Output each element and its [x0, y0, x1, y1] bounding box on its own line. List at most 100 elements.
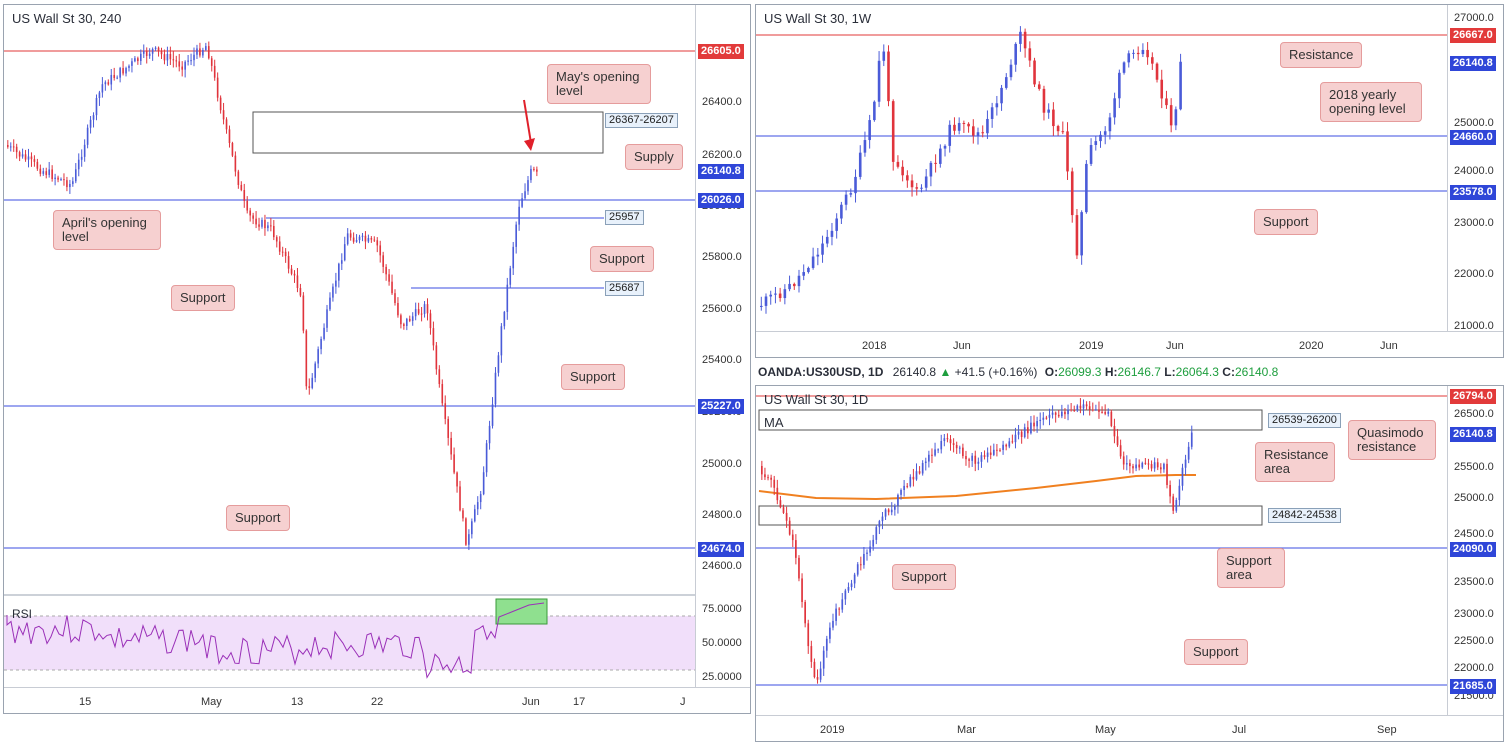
candle-1d [937, 449, 939, 451]
candle-4h [119, 68, 121, 78]
price-axis-4h[interactable]: 26400.026200.026000.025800.025600.025400… [695, 5, 750, 595]
candle-4h [66, 180, 68, 188]
candle-4h [512, 246, 515, 269]
candle-1d [813, 661, 816, 678]
candle-4h [400, 315, 402, 325]
candle-1d [934, 449, 936, 456]
candle-4h [255, 218, 257, 225]
candle-1d [928, 454, 930, 462]
candle-1w [1179, 61, 1182, 110]
candle-1d [807, 623, 810, 647]
chart-panel-4h[interactable]: US Wall St 30, 240 26400.026200.026000.0… [3, 4, 751, 714]
candle-1w [821, 243, 824, 255]
candle-1d [906, 485, 909, 487]
price-tick: 24500.0 [1454, 528, 1494, 540]
callout-support-area: Support area [1217, 548, 1285, 588]
candle-1d [1129, 463, 1131, 467]
candle-1d [1141, 462, 1144, 468]
candle-4h [7, 145, 9, 147]
chart-panel-1w[interactable]: US Wall St 30, 1W 27000.0 25000.0 24000.0 2… [755, 4, 1504, 358]
chart-panel-1d[interactable]: US Wall St 30, 1D MA 26500.0 25500.0 25000… [755, 385, 1504, 742]
candle-1w [825, 236, 829, 244]
candle-1w [943, 145, 947, 149]
candle-4h [515, 224, 517, 247]
candle-4h [199, 48, 201, 56]
level-label-25957: 25957 [605, 210, 644, 225]
candle-4h [213, 65, 216, 78]
candle-1d [1135, 464, 1137, 469]
candle-1d [980, 455, 983, 462]
candle-4h [473, 509, 476, 522]
candle-1d [810, 646, 813, 662]
chart-title-1w: US Wall St 30, 1W [764, 11, 872, 26]
time-tick: 2018 [862, 340, 887, 352]
candle-4h [77, 159, 80, 170]
price-tag-last: 26140.8 [698, 164, 744, 179]
candle-1w [962, 122, 966, 124]
candle-1w [1151, 57, 1154, 64]
price-tick: 25000.0 [702, 458, 742, 470]
candle-4h [63, 179, 65, 181]
price-tick: 25000.0 [1454, 492, 1494, 504]
time-axis-1d[interactable]: 2019 Mar May Jul Sep [756, 715, 1503, 741]
candle-4h [394, 293, 396, 303]
candle-4h [406, 318, 408, 326]
candle-4h [278, 241, 281, 252]
candle-1w [1056, 126, 1060, 132]
callout-support-1d-b: Support [1184, 639, 1248, 665]
candle-1w [924, 176, 928, 188]
candle-1d [999, 449, 1001, 451]
chart-canvas-1d[interactable] [756, 386, 1504, 742]
candle-4h [69, 183, 71, 188]
candle-1d [958, 447, 961, 449]
candle-1d [887, 509, 890, 513]
time-axis-4h[interactable]: 15 May 13 22 Jun 17 J [4, 687, 750, 713]
time-tick: May [201, 696, 222, 708]
price-tag-support-24674: 24674.0 [698, 542, 744, 557]
candle-1w [1042, 88, 1046, 113]
supply-zone-label: 26367-26207 [605, 113, 678, 128]
callout-support-d: Support [226, 505, 290, 531]
candle-1d [1104, 412, 1107, 414]
price-tick: 25400.0 [702, 354, 742, 366]
candle-4h [533, 168, 535, 170]
candle-4h [403, 324, 405, 326]
candle-1d [1147, 463, 1150, 465]
price-axis-1w[interactable]: 27000.0 25000.0 24000.0 23000.0 22000.0 21000… [1447, 5, 1503, 332]
candle-4h [21, 154, 24, 157]
candle-4h [249, 210, 251, 216]
candle-1w [844, 194, 848, 205]
candle-4h [441, 384, 444, 404]
time-axis-1w[interactable]: 2018 Jun 2019 Jun 2020 Jun [756, 331, 1503, 357]
candle-1w [1169, 105, 1173, 126]
candle-1d [1175, 500, 1178, 511]
price-tick: 26200.0 [702, 149, 742, 161]
candle-1d [1014, 434, 1017, 443]
candle-4h [385, 266, 387, 275]
candle-4h [225, 119, 228, 130]
candle-4h [382, 255, 384, 267]
candle-1d [1076, 405, 1079, 411]
candle-4h [160, 51, 163, 55]
callout-support-b: Support [590, 246, 654, 272]
candle-1d [890, 509, 893, 513]
candle-1d [918, 471, 921, 474]
candle-1d [996, 449, 998, 451]
candle-1w [896, 161, 900, 167]
candle-1d [977, 461, 980, 464]
candle-1w [1103, 131, 1107, 135]
chart-canvas-4h[interactable] [4, 5, 751, 714]
candle-1w [1061, 131, 1065, 133]
candle-1w [948, 124, 952, 146]
time-tick: Jun [1166, 340, 1184, 352]
chart-canvas-1w[interactable] [756, 5, 1504, 358]
candle-4h [157, 47, 160, 52]
candle-4h [456, 472, 458, 487]
callout-support-a: Support [171, 285, 235, 311]
candle-1d [1011, 441, 1014, 443]
candle-1d [1132, 466, 1134, 469]
candle-4h [48, 169, 51, 175]
candle-1w [929, 162, 933, 177]
candle-1d [859, 564, 862, 566]
callout-mays-opening-level: May's opening level [547, 64, 651, 104]
